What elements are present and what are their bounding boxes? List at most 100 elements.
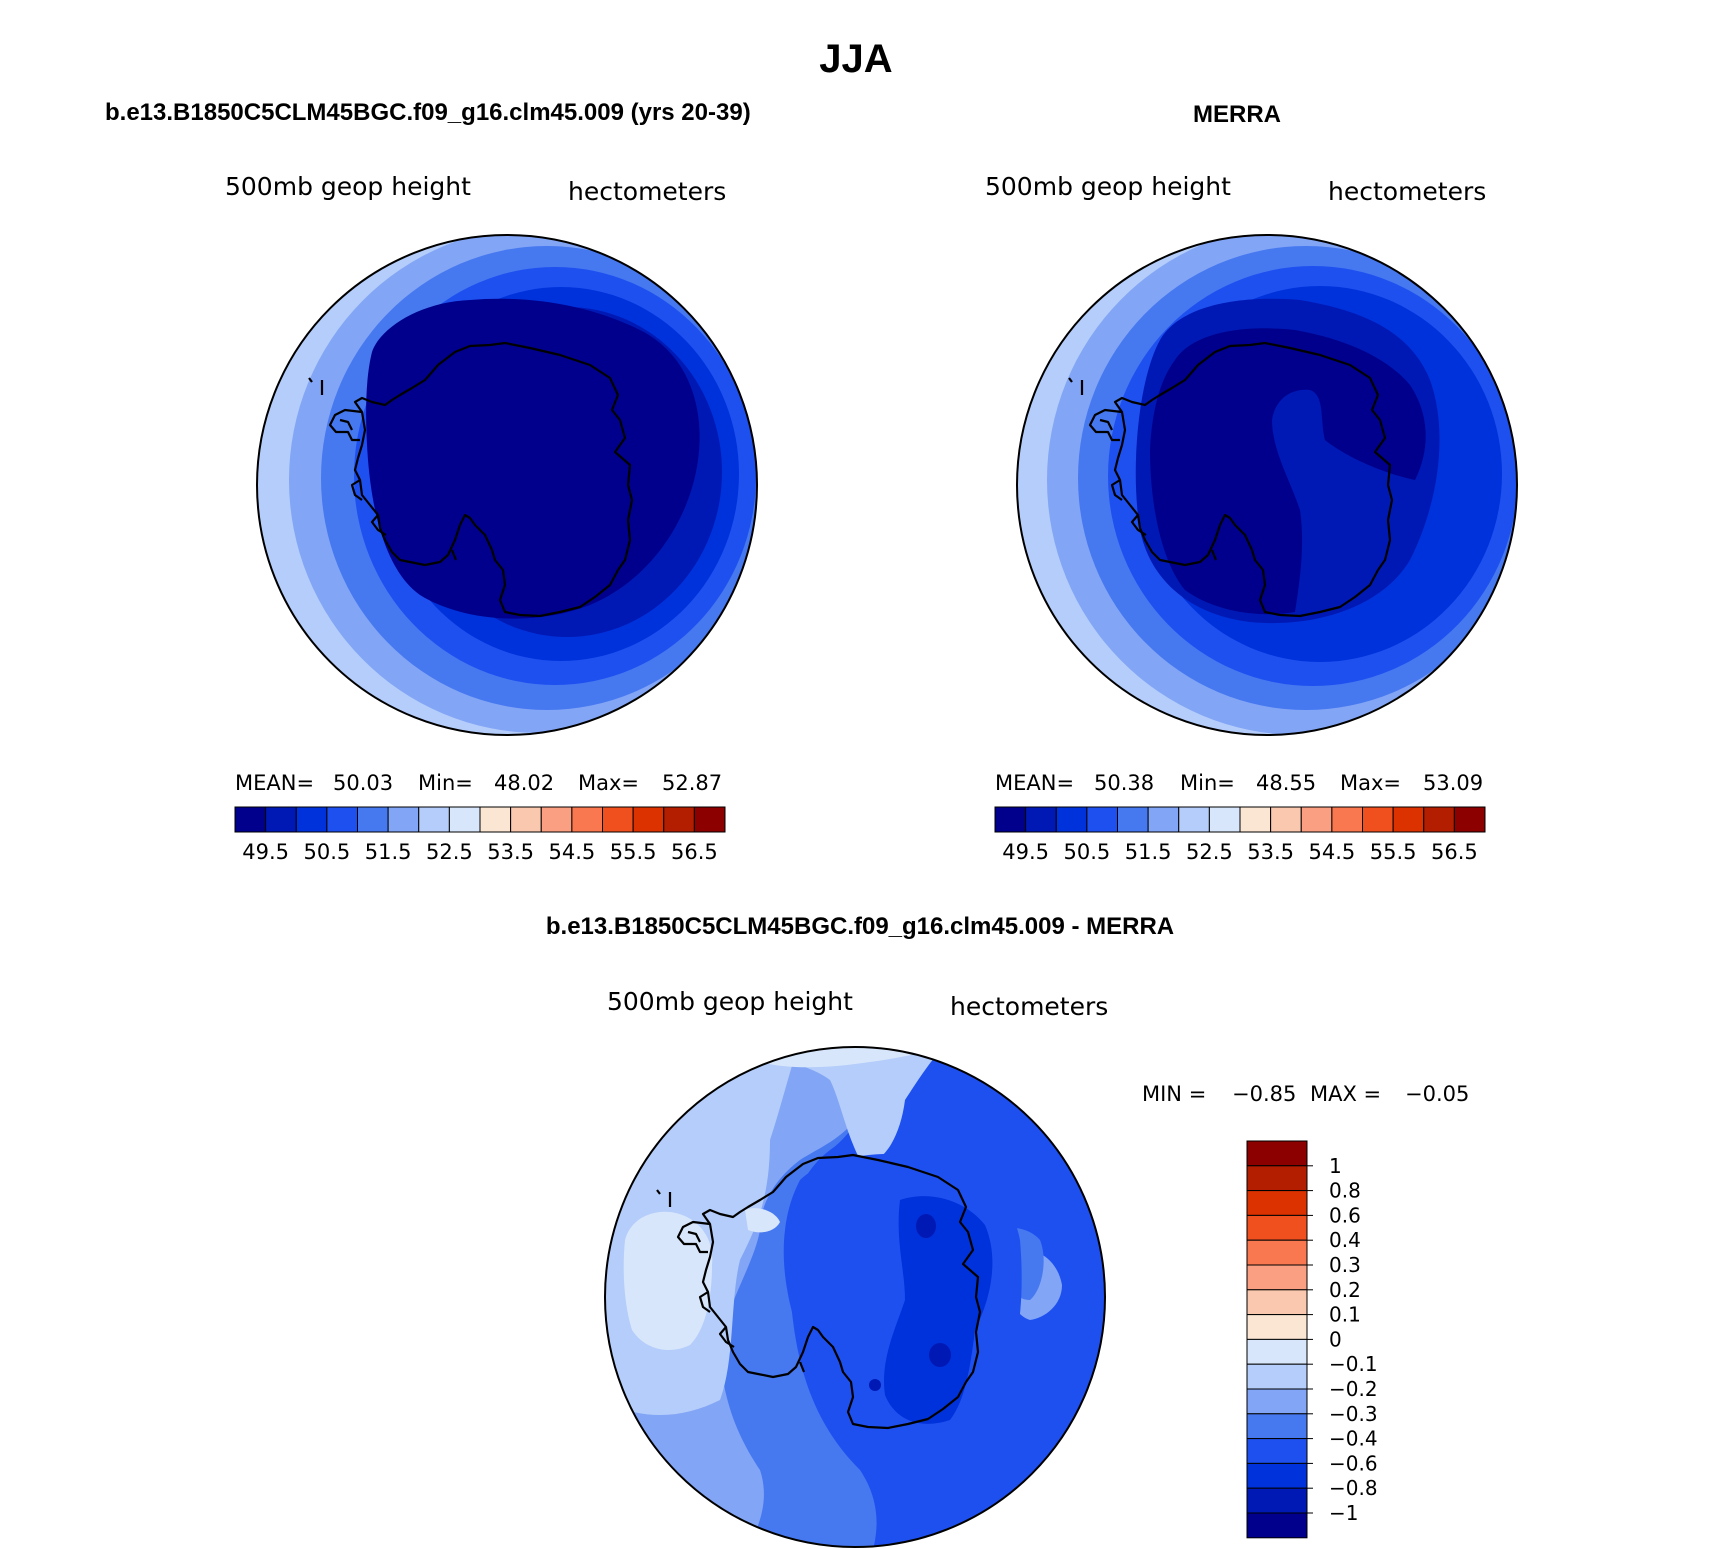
panel-model-colorbar: 49.5 50.5 51.5 52.5 53.5 54.5 55.5 56.5 <box>234 806 726 864</box>
panel-model-map-border <box>256 234 758 736</box>
panel-obs-colorbar-label-0: 49.5 <box>1002 840 1049 864</box>
panel-diff-colorbar-box-14 <box>1246 1487 1308 1514</box>
panel-diff-colorbar-label-6: 0.1 <box>1329 1303 1361 1327</box>
panel-obs-mean-value: 50.38 <box>1094 771 1154 795</box>
panel-diff-colorbar-box-3 <box>1246 1214 1308 1241</box>
panel-model-max-label: Max= <box>578 771 639 795</box>
panel-obs-colorbar-label-3: 52.5 <box>1186 840 1233 864</box>
panel-diff-map-border <box>604 1046 1106 1548</box>
panel-obs-map-border <box>1016 234 1518 736</box>
panel-diff-colorbar-box-7 <box>1246 1314 1308 1340</box>
panel-model-colorbar-label-1: 50.5 <box>303 840 350 864</box>
panel-obs-colorbar-box-13 <box>1392 806 1425 833</box>
panel-obs-colorbar-box-14 <box>1423 806 1455 833</box>
panel-diff-colorbar-box-4 <box>1246 1239 1308 1266</box>
panel-model-title: b.e13.B1850C5CLM45BGC.f09_g16.clm45.009 … <box>105 99 751 126</box>
panel-diff-max-value: −0.05 <box>1405 1082 1469 1106</box>
panel-diff: b.e13.B1850C5CLM45BGC.f09_g16.clm45.009 … <box>546 913 1469 1548</box>
page-title: JJA <box>819 37 892 81</box>
panel-diff-colorbar-label-4: 0.3 <box>1329 1253 1361 1277</box>
panel-model-min-value: 48.02 <box>494 771 554 795</box>
panel-diff-colorbar-label-11: −0.4 <box>1329 1427 1378 1451</box>
panel-model-colorbar-box-1 <box>265 806 297 833</box>
panel-diff-colorbar-label-3: 0.4 <box>1329 1228 1361 1252</box>
panel-model-colorbar-box-5 <box>387 806 420 833</box>
panel-obs-colorbar-label-4: 53.5 <box>1247 840 1294 864</box>
panel-obs-map <box>1017 235 1517 735</box>
panel-model-max-value: 52.87 <box>662 771 722 795</box>
panel-model-colorbar-box-13 <box>632 806 665 833</box>
panel-model-colorbar-box-11 <box>571 806 603 833</box>
panel-diff-colorbar-box-10 <box>1246 1388 1308 1415</box>
panel-model: b.e13.B1850C5CLM45BGC.f09_g16.clm45.009 … <box>105 99 758 864</box>
panel-obs-colorbar-box-8 <box>1239 806 1272 833</box>
panel-obs-colorbar-box-5 <box>1147 806 1180 833</box>
panel-obs-max-label: Max= <box>1340 771 1401 795</box>
panel-obs-colorbar: 49.5 50.5 51.5 52.5 53.5 54.5 55.5 56.5 <box>994 806 1486 864</box>
panel-diff-colorbar-box-15 <box>1246 1512 1308 1539</box>
panel-diff-colorbar-label-2: 0.6 <box>1329 1203 1361 1227</box>
panel-diff-colorbar-label-14: −1 <box>1329 1501 1358 1525</box>
panel-obs-coastline <box>1068 341 1394 618</box>
panel-model-colorbar-box-9 <box>510 806 542 833</box>
panel-obs-title: MERRA <box>1193 101 1281 128</box>
panel-model-variable: 500mb geop height <box>225 172 471 201</box>
panel-model-units: hectometers <box>568 177 726 206</box>
panel-diff-colorbar-label-13: −0.8 <box>1329 1476 1378 1500</box>
panel-diff-colorbar-box-8 <box>1246 1338 1308 1365</box>
panel-diff-colorbar-label-5: 0.2 <box>1329 1278 1361 1302</box>
panel-obs-colorbar-box-12 <box>1362 806 1394 833</box>
panel-diff-colorbar-label-7: 0 <box>1329 1327 1342 1351</box>
panel-model-stats: MEAN= 50.03 Min= 48.02 Max= 52.87 <box>235 771 722 795</box>
panel-diff-min-label: MIN = <box>1142 1082 1206 1106</box>
panel-diff-max-label: MAX = <box>1310 1082 1381 1106</box>
panel-diff-colorbar-box-1 <box>1246 1165 1308 1192</box>
panel-model-mean-value: 50.03 <box>333 771 393 795</box>
panel-diff-colorbar: 10.80.60.40.30.20.10−0.1−0.2−0.3−0.4−0.6… <box>1246 1140 1378 1539</box>
panel-obs-colorbar-label-1: 50.5 <box>1063 840 1110 864</box>
panel-model-colorbar-box-15 <box>693 806 726 833</box>
panel-diff-min-value: −0.85 <box>1232 1082 1296 1106</box>
panel-diff-colorbar-label-10: −0.3 <box>1329 1402 1378 1426</box>
panel-obs-colorbar-box-10 <box>1300 806 1333 833</box>
panel-diff-colorbar-box-12 <box>1246 1438 1308 1464</box>
panel-obs-colorbar-box-7 <box>1208 806 1241 833</box>
panel-obs-units: hectometers <box>1328 177 1486 206</box>
panel-obs-colorbar-box-3 <box>1086 806 1118 833</box>
panel-model-min-label: Min= <box>418 771 473 795</box>
panel-model-colorbar-label-7: 56.5 <box>671 840 718 864</box>
panel-model-colorbar-label-3: 52.5 <box>426 840 473 864</box>
panel-obs-colorbar-box-2 <box>1055 806 1088 833</box>
panel-model-colorbar-label-5: 54.5 <box>548 840 595 864</box>
panel-obs-colorbar-box-0 <box>994 806 1027 833</box>
panel-model-mean-label: MEAN= <box>235 771 314 795</box>
panel-diff-colorbar-label-1: 0.8 <box>1329 1179 1361 1203</box>
panel-model-colorbar-box-2 <box>295 806 328 833</box>
panel-obs-colorbar-box-4 <box>1117 806 1149 833</box>
panel-diff-colorbar-box-2 <box>1246 1190 1308 1216</box>
panel-obs-mean-label: MEAN= <box>995 771 1074 795</box>
panel-obs-min-value: 48.55 <box>1256 771 1316 795</box>
panel-model-colorbar-box-8 <box>479 806 512 833</box>
panel-obs-colorbar-box-9 <box>1270 806 1302 833</box>
panel-model-coastline <box>308 341 634 618</box>
panel-model-map <box>257 235 757 735</box>
panel-model-colorbar-box-7 <box>448 806 481 833</box>
panel-model-colorbar-label-4: 53.5 <box>487 840 534 864</box>
panel-model-colorbar-box-10 <box>540 806 573 833</box>
panel-diff-title: b.e13.B1850C5CLM45BGC.f09_g16.clm45.009 … <box>546 913 1174 940</box>
panel-diff-colorbar-box-13 <box>1246 1462 1308 1489</box>
panel-diff-colorbar-label-0: 1 <box>1329 1154 1342 1178</box>
panel-model-colorbar-label-0: 49.5 <box>242 840 289 864</box>
panel-diff-stats: MIN = −0.85 MAX = −0.05 <box>1142 1082 1469 1106</box>
panel-diff-colorbar-box-0 <box>1246 1140 1308 1167</box>
panel-diff-coastline <box>656 1153 982 1430</box>
panel-obs-colorbar-box-11 <box>1331 806 1363 833</box>
panel-diff-units: hectometers <box>950 992 1108 1021</box>
panel-obs-colorbar-label-6: 55.5 <box>1370 840 1417 864</box>
panel-model-colorbar-label-2: 51.5 <box>365 840 412 864</box>
panel-model-colorbar-box-3 <box>326 806 358 833</box>
panel-obs-colorbar-label-2: 51.5 <box>1125 840 1172 864</box>
panel-diff-colorbar-label-9: −0.2 <box>1329 1377 1378 1401</box>
panel-obs-stats: MEAN= 50.38 Min= 48.55 Max= 53.09 <box>995 771 1483 795</box>
